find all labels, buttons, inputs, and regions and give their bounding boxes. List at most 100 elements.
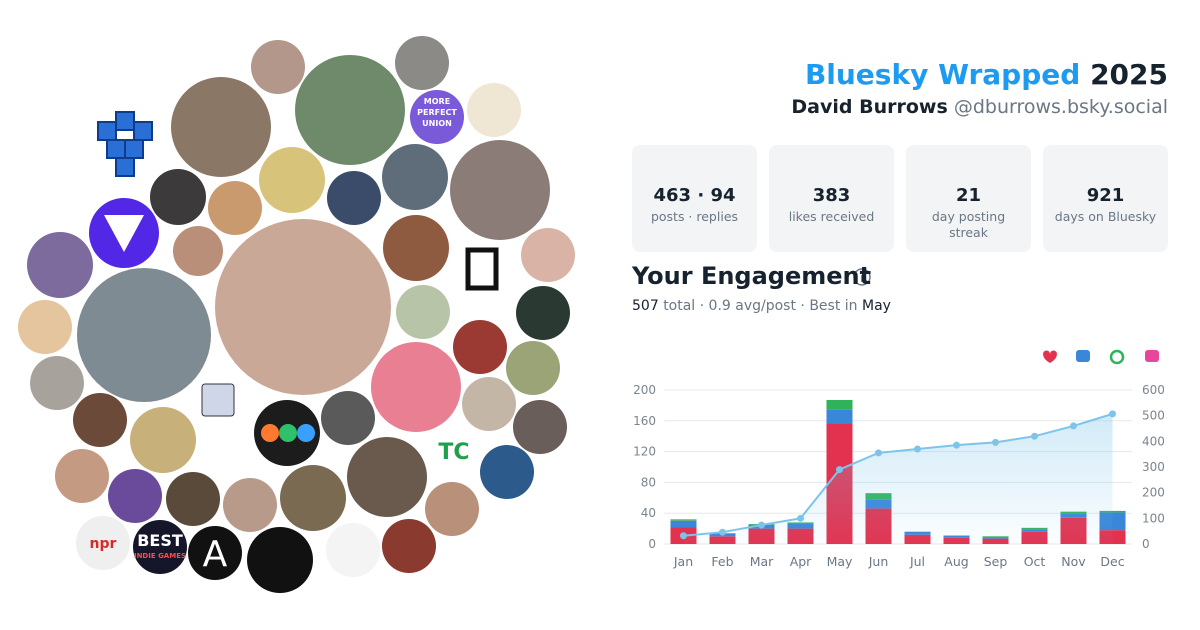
y-tick-label: 0 bbox=[648, 537, 656, 551]
x-tick-label: Dec bbox=[1100, 554, 1124, 569]
x-tick-label: Jun bbox=[868, 554, 889, 569]
stat-card: 463 · 94 posts · replies bbox=[632, 145, 757, 252]
title-brand: Bluesky Wrapped bbox=[804, 58, 1081, 91]
avatar bbox=[395, 36, 449, 90]
y2-tick-label: 400 bbox=[1142, 434, 1165, 448]
avatar bbox=[280, 465, 346, 531]
avatar bbox=[450, 140, 550, 240]
user-handle: @dburrows.bsky.social bbox=[953, 96, 1168, 118]
logo-text: npr bbox=[90, 536, 117, 552]
avatar bbox=[462, 377, 516, 431]
stat-card: 383 likes received bbox=[769, 145, 894, 252]
bar-segment bbox=[670, 520, 697, 521]
avatar bbox=[513, 400, 567, 454]
stat-value: 463 · 94 bbox=[653, 185, 736, 206]
avatar bbox=[208, 181, 262, 235]
bar-segment bbox=[670, 519, 697, 521]
avatar bbox=[480, 445, 534, 499]
avatar bbox=[77, 268, 211, 402]
avatar bbox=[259, 147, 325, 213]
cube-logo bbox=[97, 111, 153, 177]
avatar bbox=[130, 407, 196, 473]
section-heading: Your Engagement bbox=[632, 262, 872, 290]
avatar bbox=[133, 520, 187, 574]
logo-mark bbox=[104, 215, 144, 252]
avatar bbox=[247, 527, 313, 593]
summary: 507 total · 0.9 avg/post · Best in May bbox=[632, 298, 891, 314]
line-point bbox=[758, 521, 765, 529]
avatar bbox=[251, 40, 305, 94]
avatar bbox=[425, 482, 479, 536]
summary-total: 507 bbox=[632, 298, 659, 314]
logo-dot bbox=[297, 424, 315, 442]
avatar bbox=[347, 437, 427, 517]
avatar bbox=[223, 478, 277, 532]
y2-tick-label: 500 bbox=[1142, 409, 1165, 423]
y2-tick-label: 0 bbox=[1142, 537, 1150, 551]
bar-segment bbox=[670, 520, 697, 528]
logo-text: TC bbox=[438, 440, 469, 465]
avatar bbox=[327, 171, 381, 225]
y2-tick-label: 200 bbox=[1142, 486, 1165, 500]
title: Bluesky Wrapped 2025 bbox=[805, 58, 1168, 91]
line bbox=[683, 412, 1113, 537]
logo-dot bbox=[261, 424, 279, 442]
avatar-collage: MORE PERFECT UNION npr BEST INDIE GAMES … bbox=[18, 36, 575, 593]
stat-value: 921 bbox=[1086, 185, 1125, 206]
avatar bbox=[506, 341, 560, 395]
logo-text: INDIE GAMES bbox=[134, 552, 186, 560]
stat-value: 21 bbox=[955, 185, 982, 206]
logo-text: BEST bbox=[137, 531, 183, 550]
logo-text: UNION bbox=[422, 119, 452, 128]
logo-text: A bbox=[203, 534, 228, 575]
y-tick-label: 120 bbox=[633, 445, 656, 459]
x-tick-label: May bbox=[827, 554, 853, 569]
avatar bbox=[166, 472, 220, 526]
avatar bbox=[215, 219, 391, 395]
avatar bbox=[453, 320, 507, 374]
avatar bbox=[382, 144, 448, 210]
avatar bbox=[382, 519, 436, 573]
floppy-icon bbox=[201, 383, 235, 417]
info-icon bbox=[853, 268, 871, 286]
logo-text: MORE bbox=[424, 97, 450, 106]
stat-card: 921 days on Bluesky bbox=[1043, 145, 1168, 252]
avatar bbox=[516, 286, 570, 340]
user-name: David Burrows bbox=[791, 96, 948, 118]
line-area bbox=[683, 413, 1113, 544]
title-year: 2025 bbox=[1090, 58, 1168, 91]
y-tick-label: 80 bbox=[641, 475, 656, 489]
stat-label: posts · replies bbox=[650, 209, 739, 224]
legend-icon bbox=[1043, 350, 1057, 363]
logo-dot bbox=[279, 424, 297, 442]
avatar bbox=[30, 356, 84, 410]
line-point bbox=[875, 449, 882, 457]
line-point bbox=[1109, 410, 1116, 418]
legend-icon bbox=[1145, 350, 1159, 362]
line-point bbox=[797, 514, 804, 522]
info-icon bbox=[860, 270, 864, 274]
stat-label: likes received bbox=[788, 209, 875, 224]
stat-label: days on Bluesky bbox=[1054, 209, 1157, 224]
b-logo bbox=[465, 247, 499, 291]
avatar bbox=[295, 55, 405, 165]
x-tick-label: Oct bbox=[1024, 554, 1046, 569]
y2-tick-label: 600 bbox=[1142, 383, 1165, 397]
x-tick-label: Sep bbox=[984, 554, 1008, 569]
x-tick-label: Aug bbox=[944, 554, 968, 569]
y2-tick-label: 300 bbox=[1142, 460, 1165, 474]
avatar bbox=[410, 90, 464, 144]
x-tick-label: Mar bbox=[750, 554, 774, 569]
stat-label: day posting streak bbox=[931, 209, 1006, 240]
legend-icon bbox=[1076, 350, 1090, 362]
logo-text: PERFECT bbox=[417, 108, 457, 117]
x-tick-label: Feb bbox=[711, 554, 733, 569]
avatar bbox=[521, 228, 575, 282]
line-point bbox=[680, 532, 687, 540]
y-tick-label: 200 bbox=[633, 383, 656, 397]
line-point bbox=[719, 528, 726, 536]
legend-icon bbox=[1109, 349, 1125, 365]
avatar bbox=[171, 77, 271, 177]
